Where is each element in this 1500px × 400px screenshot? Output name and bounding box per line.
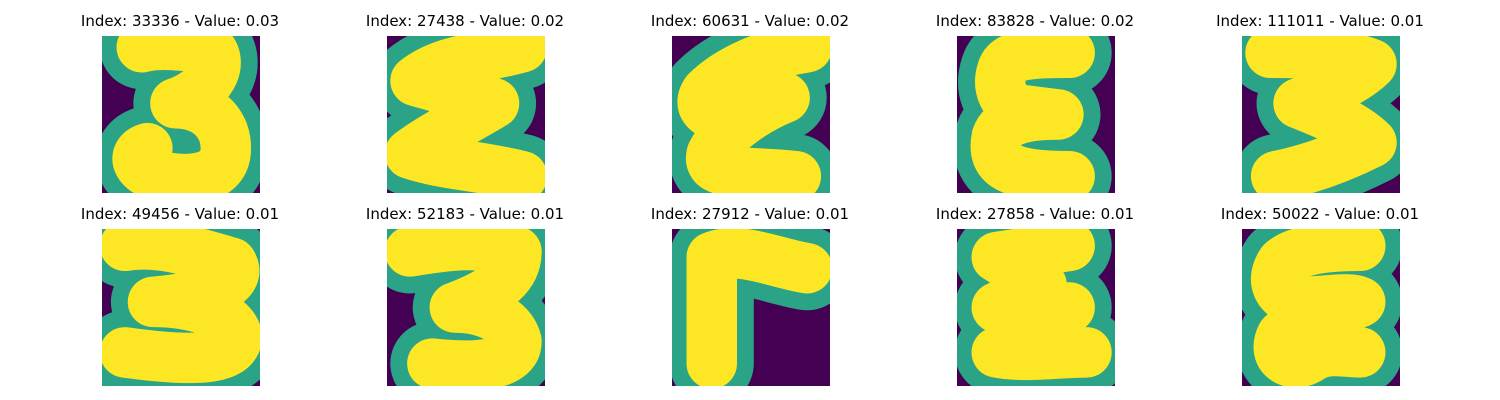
digit-panel-4: Index: 83828 - Value: 0.02 [885,11,1185,201]
digit-glyph [1242,36,1400,193]
digit-panel-3: Index: 60631 - Value: 0.02 [600,11,900,201]
panel-title: Index: 83828 - Value: 0.02 [935,12,1135,30]
panel-title: Index: 27438 - Value: 0.02 [365,12,565,30]
digit-glyph [102,36,260,193]
digit-image [1242,36,1400,193]
digit-panel-5: Index: 111011 - Value: 0.01 [1170,11,1470,201]
panel-title: Index: 27858 - Value: 0.01 [935,205,1135,223]
digit-image [672,229,830,386]
panel-title: Index: 27912 - Value: 0.01 [650,205,850,223]
panel-title: Index: 49456 - Value: 0.01 [80,205,280,223]
panel-title: Index: 50022 - Value: 0.01 [1220,205,1420,223]
digit-panel-9: Index: 27858 - Value: 0.01 [885,204,1185,394]
digit-panel-10: Index: 50022 - Value: 0.01 [1170,204,1470,394]
digit-image [102,36,260,193]
digit-image [102,229,260,386]
digit-glyph [957,229,1115,386]
digit-glyph [1242,229,1400,386]
panel-title: Index: 33336 - Value: 0.03 [80,12,280,30]
digit-panel-2: Index: 27438 - Value: 0.02 [315,11,615,201]
digit-panel-8: Index: 27912 - Value: 0.01 [600,204,900,394]
digit-image [672,36,830,193]
digit-panel-1: Index: 33336 - Value: 0.03 [30,11,330,201]
digit-panel-7: Index: 52183 - Value: 0.01 [315,204,615,394]
digit-glyph [672,36,830,193]
digit-image [387,229,545,386]
digit-image [387,36,545,193]
digit-panel-6: Index: 49456 - Value: 0.01 [30,204,330,394]
digit-glyph [387,36,545,193]
digit-image [1242,229,1400,386]
panel-title: Index: 60631 - Value: 0.02 [650,12,850,30]
panel-title: Index: 111011 - Value: 0.01 [1216,12,1424,30]
digit-glyph [672,229,830,386]
digit-glyph [387,229,545,386]
panel-title: Index: 52183 - Value: 0.01 [365,205,565,223]
digit-glyph [957,36,1112,193]
digit-image [957,36,1115,193]
digit-image [957,229,1115,386]
digit-glyph [102,229,260,386]
